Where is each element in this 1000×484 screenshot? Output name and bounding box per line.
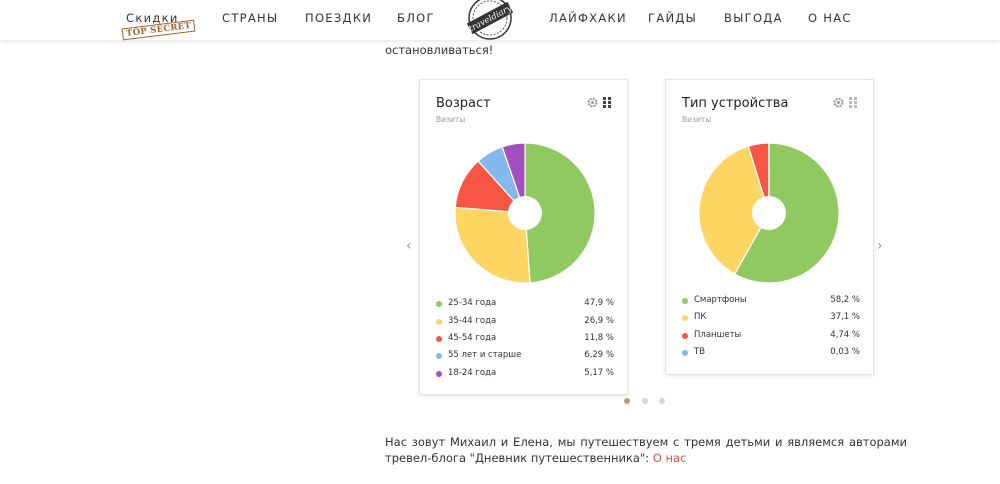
drag-handle-icon[interactable]: [849, 97, 857, 108]
legend-item: 45-54 года 11,8 %: [436, 333, 614, 347]
device-pie-chart: [698, 142, 840, 284]
legend-label: 55 лет и старше: [448, 350, 522, 360]
pie-slice[interactable]: [524, 142, 596, 284]
device-chart-card: Тип устройства Визиты Смартфоны 58,2 % П…: [665, 79, 874, 375]
legend-label: ТВ: [694, 347, 706, 357]
legend-label: 45-54 года: [448, 333, 497, 343]
carousel-dot-2[interactable]: [642, 398, 648, 404]
legend-label: 18-24 года: [448, 368, 497, 378]
legend-value: 6,29 %: [584, 350, 614, 360]
nav-item-poezdki[interactable]: Поездки: [305, 11, 373, 25]
legend-label: Смартфоны: [694, 295, 747, 305]
pie-slice[interactable]: [454, 206, 531, 284]
nav-item-skidki-label: Скидки: [126, 11, 179, 25]
legend-item: Смартфоны 58,2 %: [682, 295, 860, 309]
age-pie-chart: [454, 142, 596, 284]
bio-text: тревел-блога "Дневник путешественника":: [385, 451, 650, 465]
legend-item: 18-24 года 5,17 %: [436, 368, 614, 382]
nav-item-strany[interactable]: Страны: [222, 11, 279, 25]
about-link[interactable]: О нас: [652, 451, 687, 465]
legend-value: 58,2 %: [830, 295, 860, 305]
legend-swatch: [682, 315, 688, 321]
card-subtitle: Визиты: [436, 115, 466, 124]
legend-item: 55 лет и старше 6,29 %: [436, 350, 614, 364]
nav-item-about[interactable]: О нас: [808, 11, 852, 25]
gear-icon[interactable]: [832, 96, 845, 109]
bio-line-2: тревел-блога "Дневник путешественника": …: [385, 451, 686, 465]
legend-label: Планшеты: [694, 330, 742, 340]
traveldiary-logo[interactable]: traveldiary: [464, 0, 516, 40]
legend-swatch: [436, 353, 442, 359]
card-subtitle: Визиты: [682, 115, 712, 124]
legend-label: ПК: [694, 312, 707, 322]
legend-swatch: [682, 333, 688, 339]
age-chart-card: Возраст Визиты 25-34 года 47,9 % 35-44 г…: [419, 79, 628, 395]
legend-swatch: [682, 298, 688, 304]
pie-center-hole: [508, 196, 542, 230]
site-header: Скидки TOP SECRET Страны Поездки Блог tr…: [0, 0, 1000, 41]
chevron-left-icon[interactable]: ‹: [406, 238, 412, 254]
legend-value: 4,74 %: [830, 330, 860, 340]
bio-line-1: Нас зовут Михаил и Елена, мы путешествуе…: [385, 435, 907, 449]
pie-slice[interactable]: [501, 142, 526, 214]
legend-value: 37,1 %: [830, 312, 860, 322]
gear-icon[interactable]: [586, 96, 599, 109]
carousel-pagination: [624, 398, 674, 408]
legend-swatch: [436, 336, 442, 342]
legend-swatch: [436, 371, 442, 377]
legend-item: ТВ 0,03 %: [682, 347, 860, 361]
drag-handle-icon[interactable]: [603, 97, 611, 108]
legend-value: 26,9 %: [584, 316, 614, 326]
legend-label: 25-34 года: [448, 298, 497, 308]
legend-swatch: [436, 301, 442, 307]
legend-swatch: [682, 350, 688, 356]
legend-label: 35-44 года: [448, 316, 497, 326]
legend-item: 35-44 года 26,9 %: [436, 316, 614, 330]
intro-text: остановливаться!: [385, 43, 494, 57]
nav-item-skidki[interactable]: Скидки TOP SECRET: [121, 9, 196, 41]
pie-slice[interactable]: [698, 145, 770, 275]
legend-item: 25-34 года 47,9 %: [436, 298, 614, 312]
nav-item-vygoda[interactable]: Выгода: [724, 11, 783, 25]
card-title: Тип устройства: [682, 96, 789, 111]
chevron-right-icon[interactable]: ›: [877, 238, 883, 254]
legend-item: ПК 37,1 %: [682, 312, 860, 326]
nav-item-guides[interactable]: Гайды: [648, 11, 698, 25]
legend-value: 0,03 %: [830, 347, 860, 357]
carousel-dot-3[interactable]: [659, 398, 665, 404]
pie-slice[interactable]: [733, 142, 840, 284]
carousel-dot-1[interactable]: [624, 398, 630, 404]
legend-item: Планшеты 4,74 %: [682, 330, 860, 344]
card-title: Возраст: [436, 96, 491, 111]
nav-item-blog[interactable]: Блог: [397, 11, 435, 25]
legend-value: 5,17 %: [584, 368, 614, 378]
pie-center-hole: [752, 196, 786, 230]
legend-swatch: [436, 319, 442, 325]
legend-value: 47,9 %: [584, 298, 614, 308]
nav-item-lifehacks[interactable]: Лайфхаки: [549, 11, 627, 25]
legend-value: 11,8 %: [584, 333, 614, 343]
